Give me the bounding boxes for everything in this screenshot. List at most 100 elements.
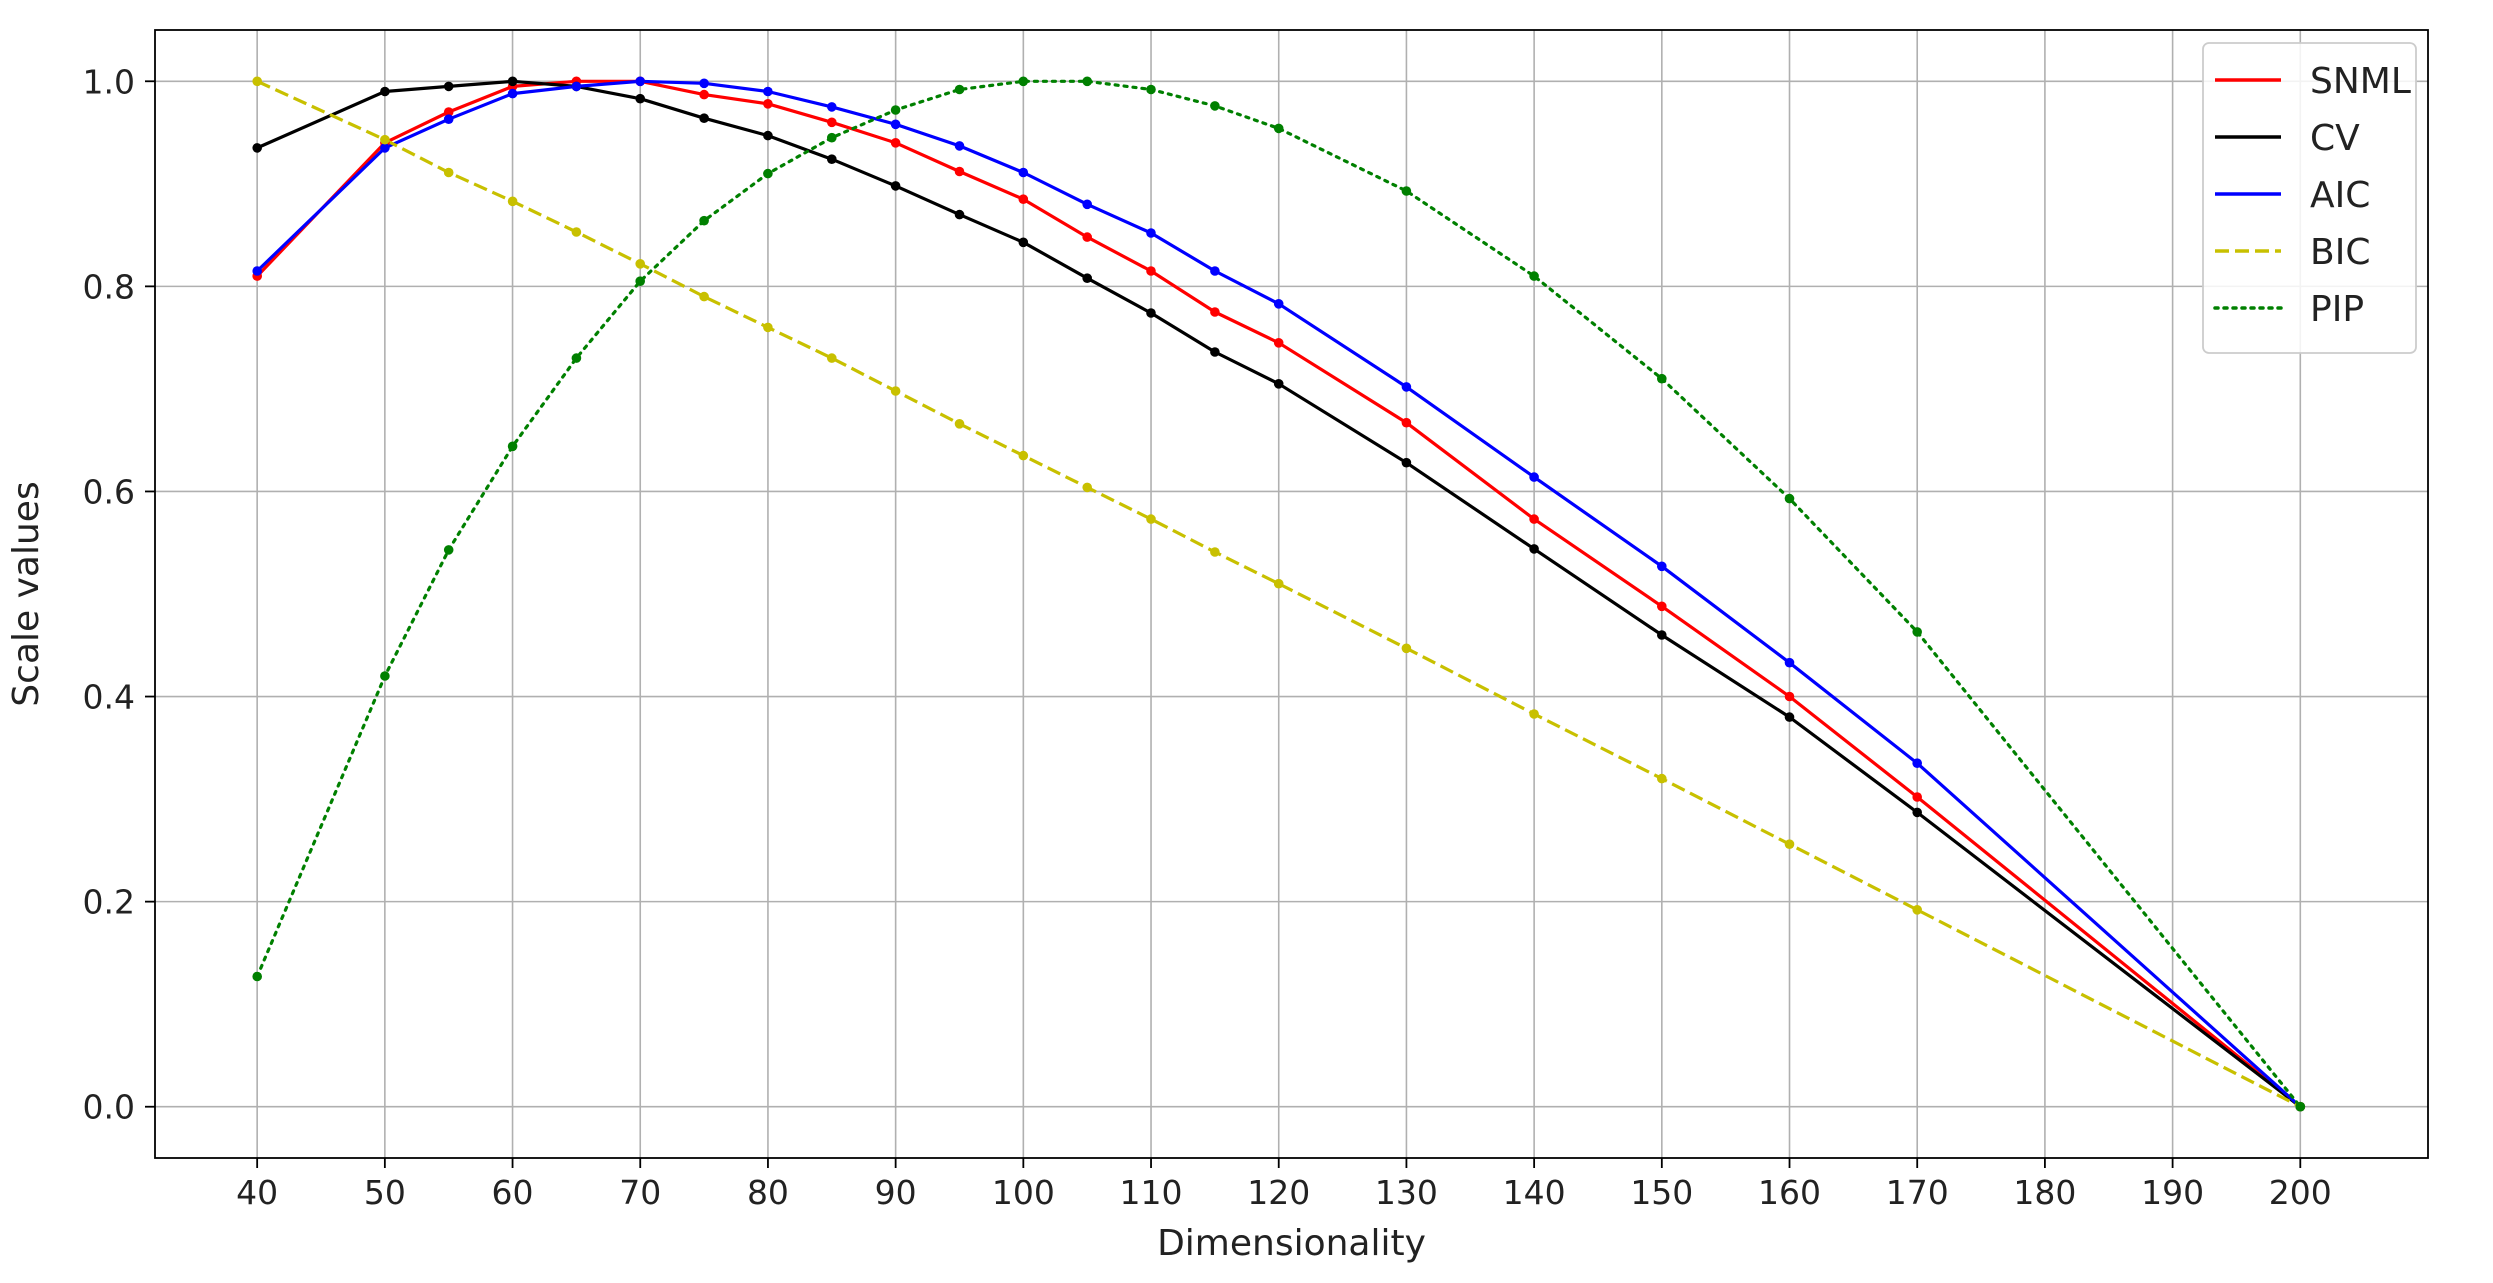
series-markers: [252, 76, 2306, 1112]
y-tick-label: 0.8: [83, 267, 135, 306]
cv-point: [1401, 457, 1412, 468]
pip-point: [2295, 1101, 2306, 1112]
x-tick-label: 40: [236, 1173, 278, 1212]
cv-point: [827, 154, 837, 164]
bic-point: [827, 353, 837, 363]
aic-point: [1082, 199, 1092, 210]
x-tick-label: 200: [2269, 1173, 2332, 1212]
snml-point: [699, 89, 709, 100]
cv-point: [1657, 630, 1667, 640]
bic-point: [443, 167, 454, 178]
aic-point: [507, 88, 518, 99]
aic-point: [763, 86, 773, 97]
cv-point: [954, 209, 965, 220]
x-tick-label: 90: [875, 1173, 917, 1212]
snml-point: [954, 166, 965, 177]
cv-line: [256, 79, 2302, 1108]
aic-point: [827, 102, 837, 112]
snml-point: [1082, 232, 1092, 242]
bic-point: [1784, 839, 1795, 849]
bic-point: [699, 291, 709, 302]
bic-point: [1273, 578, 1284, 589]
aic-point: [443, 114, 454, 124]
snml-point: [890, 138, 901, 148]
bic-point: [252, 76, 262, 87]
pip-point: [571, 353, 582, 363]
plot-frame: [154, 29, 2429, 1159]
pip-point: [1912, 627, 1922, 637]
x-tick-label: 60: [492, 1173, 534, 1212]
cv-point: [635, 93, 645, 104]
cv-point: [1018, 237, 1029, 248]
aic-point: [1273, 299, 1284, 309]
pip-point: [1529, 271, 1539, 281]
bic-point: [1912, 905, 1922, 915]
aic-point: [1657, 561, 1667, 572]
cv-point: [1529, 544, 1539, 554]
pip-point: [1401, 186, 1412, 196]
y-tick-label: 0.6: [83, 472, 135, 511]
bic-point: [1146, 514, 1156, 524]
cv-point: [507, 76, 518, 87]
x-tick-label: 120: [1247, 1173, 1310, 1212]
snml-point: [1210, 307, 1220, 317]
bic-legend-label: BIC: [2310, 232, 2370, 273]
pip-point: [1146, 84, 1156, 95]
aic-point: [1018, 167, 1029, 178]
x-tick-label: 170: [1886, 1173, 1949, 1212]
pip-point: [252, 971, 262, 982]
series-lines: [255, 79, 2302, 1109]
aic-legend-label: AIC: [2310, 175, 2370, 216]
bic-point: [507, 196, 518, 207]
aic-point: [1784, 657, 1795, 668]
pip-point: [1273, 123, 1284, 134]
pip-point: [443, 545, 454, 555]
cv-point: [699, 113, 709, 123]
aic-point: [954, 141, 965, 151]
x-tick-label: 70: [619, 1173, 661, 1212]
bic-point: [380, 134, 390, 145]
pip-point: [507, 441, 518, 452]
cv-point: [380, 86, 390, 97]
bic-point: [1657, 773, 1667, 784]
pip-point: [635, 276, 645, 287]
aic-point: [635, 76, 645, 87]
snml-point: [1401, 417, 1412, 428]
cv-point: [252, 143, 262, 153]
x-tick-label: 150: [1630, 1173, 1693, 1212]
pip-point: [1784, 493, 1795, 504]
bic-point: [763, 322, 773, 333]
cv-point: [763, 130, 773, 141]
aic-point: [380, 143, 390, 153]
pip-legend-label: PIP: [2310, 289, 2364, 330]
snml-point: [1657, 601, 1667, 612]
pip-line: [255, 79, 2302, 1109]
snml-point: [1273, 338, 1284, 348]
pip-point: [1657, 373, 1667, 384]
bic-point: [890, 386, 901, 396]
y-tick-label: 1.0: [83, 62, 135, 101]
bic-point: [571, 227, 582, 237]
pip-point: [380, 671, 390, 681]
aic-point: [1529, 472, 1539, 482]
snml-point: [827, 117, 837, 128]
aic-point: [252, 266, 262, 276]
cv-point: [890, 181, 901, 191]
x-tick-label: 160: [1758, 1173, 1821, 1212]
pip-point: [827, 132, 837, 143]
x-axis-title: Dimensionality: [1157, 1223, 1426, 1264]
snml-legend-label: SNML: [2310, 61, 2411, 102]
cv-point: [1210, 347, 1220, 357]
cv-point: [1082, 273, 1092, 284]
cv-point: [1784, 712, 1795, 722]
grid: [155, 30, 2428, 1158]
snml-point: [1912, 792, 1922, 802]
aic-line: [256, 79, 2302, 1108]
snml-point: [1146, 266, 1156, 276]
bic-point: [1082, 482, 1092, 493]
bic-point: [635, 259, 645, 269]
x-tick-label: 190: [2141, 1173, 2204, 1212]
x-tick-label: 100: [992, 1173, 1055, 1212]
